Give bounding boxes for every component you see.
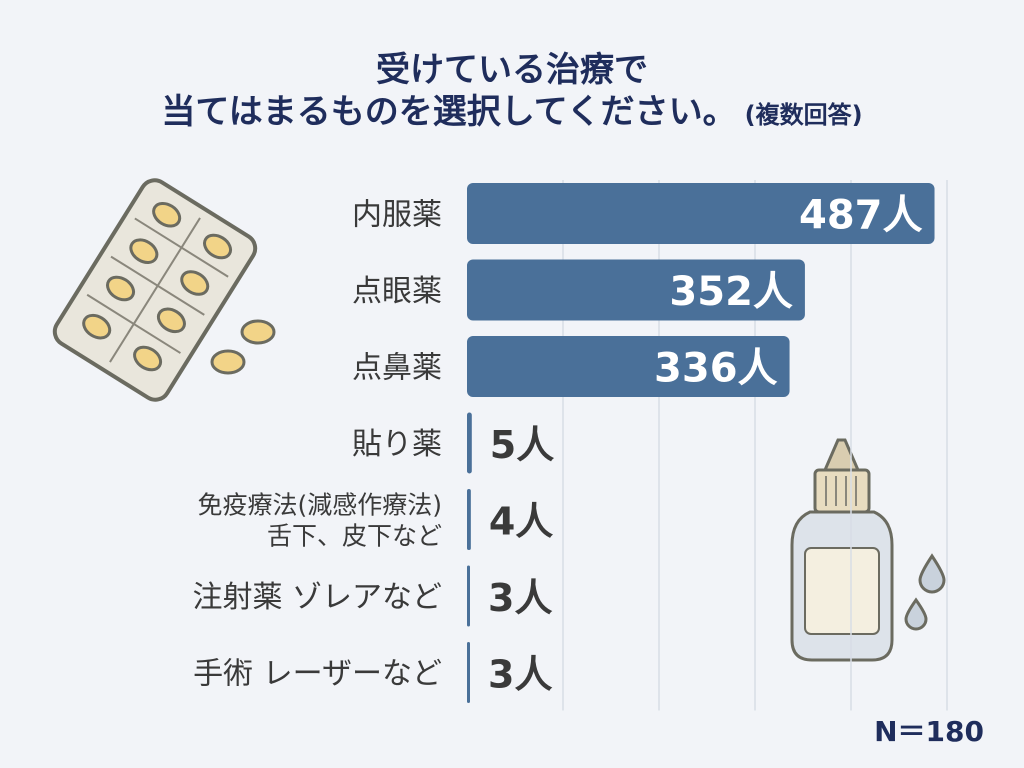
pill-blister-pack-icon xyxy=(52,178,276,402)
multiple-answer-note: (複数回答) xyxy=(744,101,863,129)
bar xyxy=(467,565,470,627)
title-line-1: 受けている治療で xyxy=(376,50,648,90)
sample-size: N＝180 xyxy=(874,715,984,748)
category-label: 点眼薬 xyxy=(352,274,442,309)
bars xyxy=(467,183,935,703)
category-label: 点鼻薬 xyxy=(352,351,442,386)
bar xyxy=(467,642,470,703)
title-line-2-text: 当てはまるものを選択してください。 xyxy=(161,92,737,132)
nasal-spray-bottle-icon xyxy=(790,438,894,662)
category-label: 舌下、皮下など xyxy=(267,522,442,551)
category-label: 注射薬 ゾレアなど xyxy=(192,580,442,615)
value-label: 3人 xyxy=(488,653,552,697)
bar xyxy=(467,259,805,321)
category-label: 内服薬 xyxy=(352,198,442,233)
value-label: 3人 xyxy=(488,576,552,620)
bar xyxy=(467,412,472,474)
category-label: 免疫療法(減感作療法) xyxy=(197,491,442,520)
bar xyxy=(467,183,935,244)
value-label: 4人 xyxy=(489,500,553,544)
category-label: 貼り薬 xyxy=(352,427,442,462)
category-label: 手術 レーザーなど xyxy=(193,657,442,692)
value-label: 487人 xyxy=(799,193,923,239)
bar xyxy=(467,336,790,397)
value-label: 5人 xyxy=(490,423,554,467)
value-label: 336人 xyxy=(654,346,778,392)
chart-title: 受けている治療で 当てはまるものを選択してください。 (複数回答) xyxy=(0,50,1024,137)
title-line-2: 当てはまるものを選択してください。 (複数回答) xyxy=(0,90,1024,137)
bar xyxy=(467,489,471,550)
water-drop-icon xyxy=(904,553,946,631)
value-label: 352人 xyxy=(669,269,793,315)
